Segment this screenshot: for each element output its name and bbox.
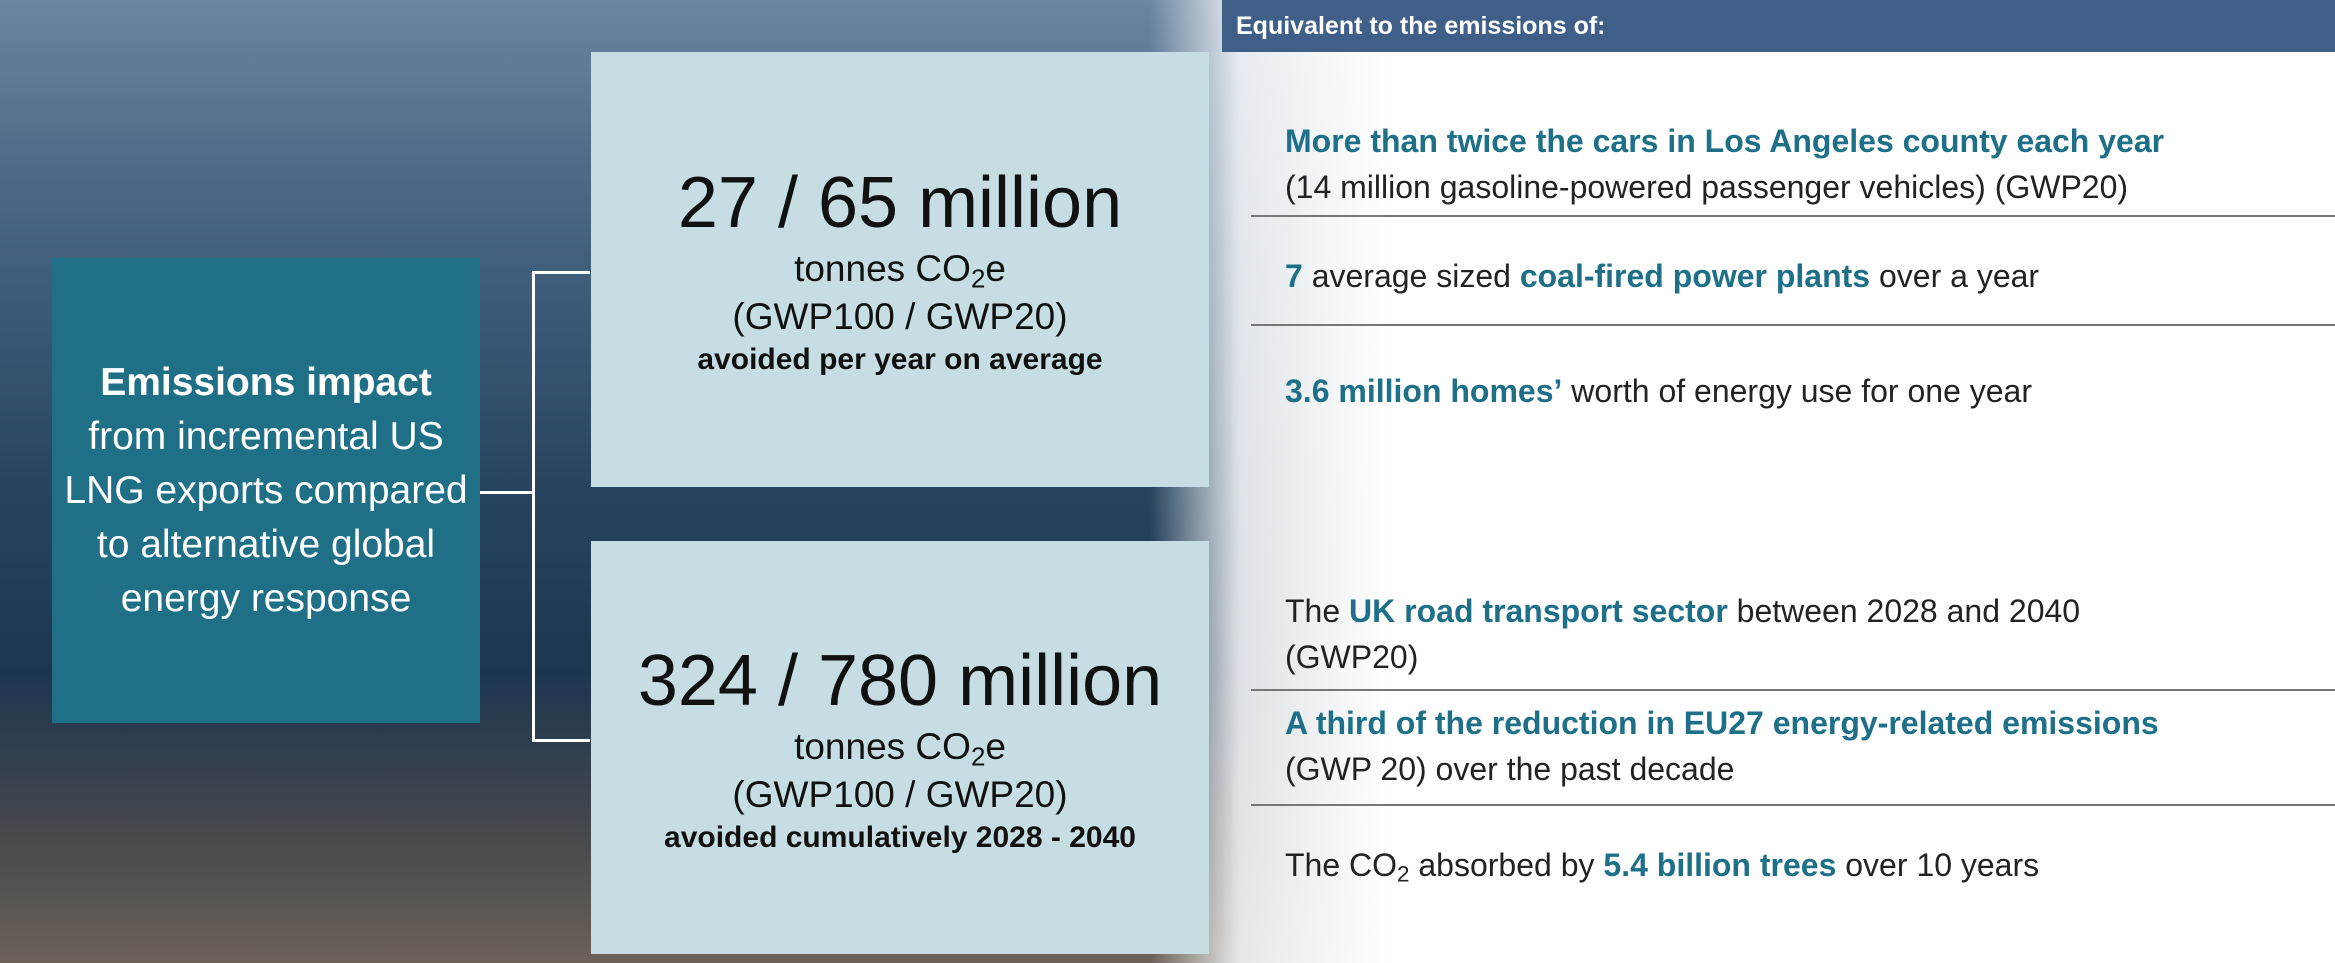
separator bbox=[1251, 689, 2335, 691]
bracket bbox=[532, 271, 590, 274]
bracket bbox=[532, 272, 535, 742]
equivalent-line: (GWP 20) over the past decade bbox=[1285, 746, 2330, 792]
text-part: between 2028 and 2040 bbox=[1728, 593, 2080, 629]
annual-note: avoided per year on average bbox=[591, 341, 1209, 379]
separator bbox=[1251, 215, 2335, 217]
bracket bbox=[480, 491, 535, 494]
text-part: (GWP 20) over the past decade bbox=[1285, 751, 1734, 787]
equivalent-line: (GWP20) bbox=[1285, 634, 2330, 680]
cumulative-unit: tonnes CO2e bbox=[591, 723, 1209, 771]
text-part: The CO bbox=[1285, 847, 1397, 883]
text-part: 3.6 million homes’ bbox=[1285, 373, 1562, 409]
cumulative-figure: 324 / 780 million bbox=[591, 639, 1209, 723]
text-part: UK road transport sector bbox=[1349, 593, 1728, 629]
text-part: absorbed by bbox=[1409, 847, 1603, 883]
text-part: 2 bbox=[971, 265, 985, 293]
equivalent-line: 7 average sized coal-fired power plants … bbox=[1285, 253, 2330, 299]
impact-heading: Emissions impact bbox=[62, 356, 470, 410]
equivalent-line: 3.6 million homes’ worth of energy use f… bbox=[1285, 368, 2330, 414]
annual-metric: (GWP100 / GWP20) bbox=[591, 293, 1209, 341]
equivalent: 3.6 million homes’ worth of energy use f… bbox=[1285, 368, 2330, 414]
annual-unit: tonnes CO2e bbox=[591, 245, 1209, 293]
text-part: average sized bbox=[1303, 258, 1520, 294]
text-part: worth of energy use for one year bbox=[1562, 373, 2032, 409]
impact-box: Emissions impact from incremental US LNG… bbox=[52, 258, 480, 723]
equivalent-line: (14 million gasoline-powered passenger v… bbox=[1285, 164, 2330, 210]
equivalent: 7 average sized coal-fired power plants … bbox=[1285, 253, 2330, 299]
text-part: More than twice the cars in Los Angeles … bbox=[1285, 123, 2164, 159]
equivalent-line: The UK road transport sector between 202… bbox=[1285, 588, 2330, 634]
text-part: tonnes CO bbox=[794, 726, 971, 767]
text-part: 2 bbox=[971, 743, 985, 771]
equivalent: More than twice the cars in Los Angeles … bbox=[1285, 118, 2330, 210]
text-part: 5.4 billion trees bbox=[1603, 847, 1836, 883]
separator bbox=[1251, 324, 2335, 326]
annual-figure: 27 / 65 million bbox=[591, 161, 1209, 245]
text-part: coal-fired power plants bbox=[1520, 258, 1870, 294]
text-part: e bbox=[985, 248, 1006, 289]
text-part: 2 bbox=[1397, 862, 1409, 887]
text-part: (14 million gasoline-powered passenger v… bbox=[1285, 169, 2128, 205]
equivalent: The UK road transport sector between 202… bbox=[1285, 588, 2330, 680]
text-part: over 10 years bbox=[1836, 847, 2039, 883]
equivalent: A third of the reduction in EU27 energy-… bbox=[1285, 700, 2330, 792]
equivalent-line: A third of the reduction in EU27 energy-… bbox=[1285, 700, 2330, 746]
text-part: tonnes CO bbox=[794, 248, 971, 289]
text-part: e bbox=[985, 726, 1006, 767]
text-part: The bbox=[1285, 593, 1349, 629]
text-part: 7 bbox=[1285, 258, 1303, 294]
text-part: (GWP20) bbox=[1285, 639, 1418, 675]
header-bar: Equivalent to the emissions of: bbox=[1222, 0, 2335, 52]
equivalent-line: The CO2 absorbed by 5.4 billion trees ov… bbox=[1285, 842, 2330, 888]
cumulative-metric: (GWP100 / GWP20) bbox=[591, 771, 1209, 819]
text-part: A third of the reduction in EU27 energy-… bbox=[1285, 705, 2159, 741]
cumulative-note: avoided cumulatively 2028 - 2040 bbox=[591, 819, 1209, 857]
bracket bbox=[532, 739, 590, 742]
text-part: over a year bbox=[1870, 258, 2039, 294]
impact-text: from incremental US LNG exports compared… bbox=[62, 410, 470, 626]
equivalent: The CO2 absorbed by 5.4 billion trees ov… bbox=[1285, 842, 2330, 888]
separator bbox=[1251, 804, 2335, 806]
equivalent-line: More than twice the cars in Los Angeles … bbox=[1285, 118, 2330, 164]
page: Equivalent to the emissions of: Emission… bbox=[0, 0, 2335, 963]
